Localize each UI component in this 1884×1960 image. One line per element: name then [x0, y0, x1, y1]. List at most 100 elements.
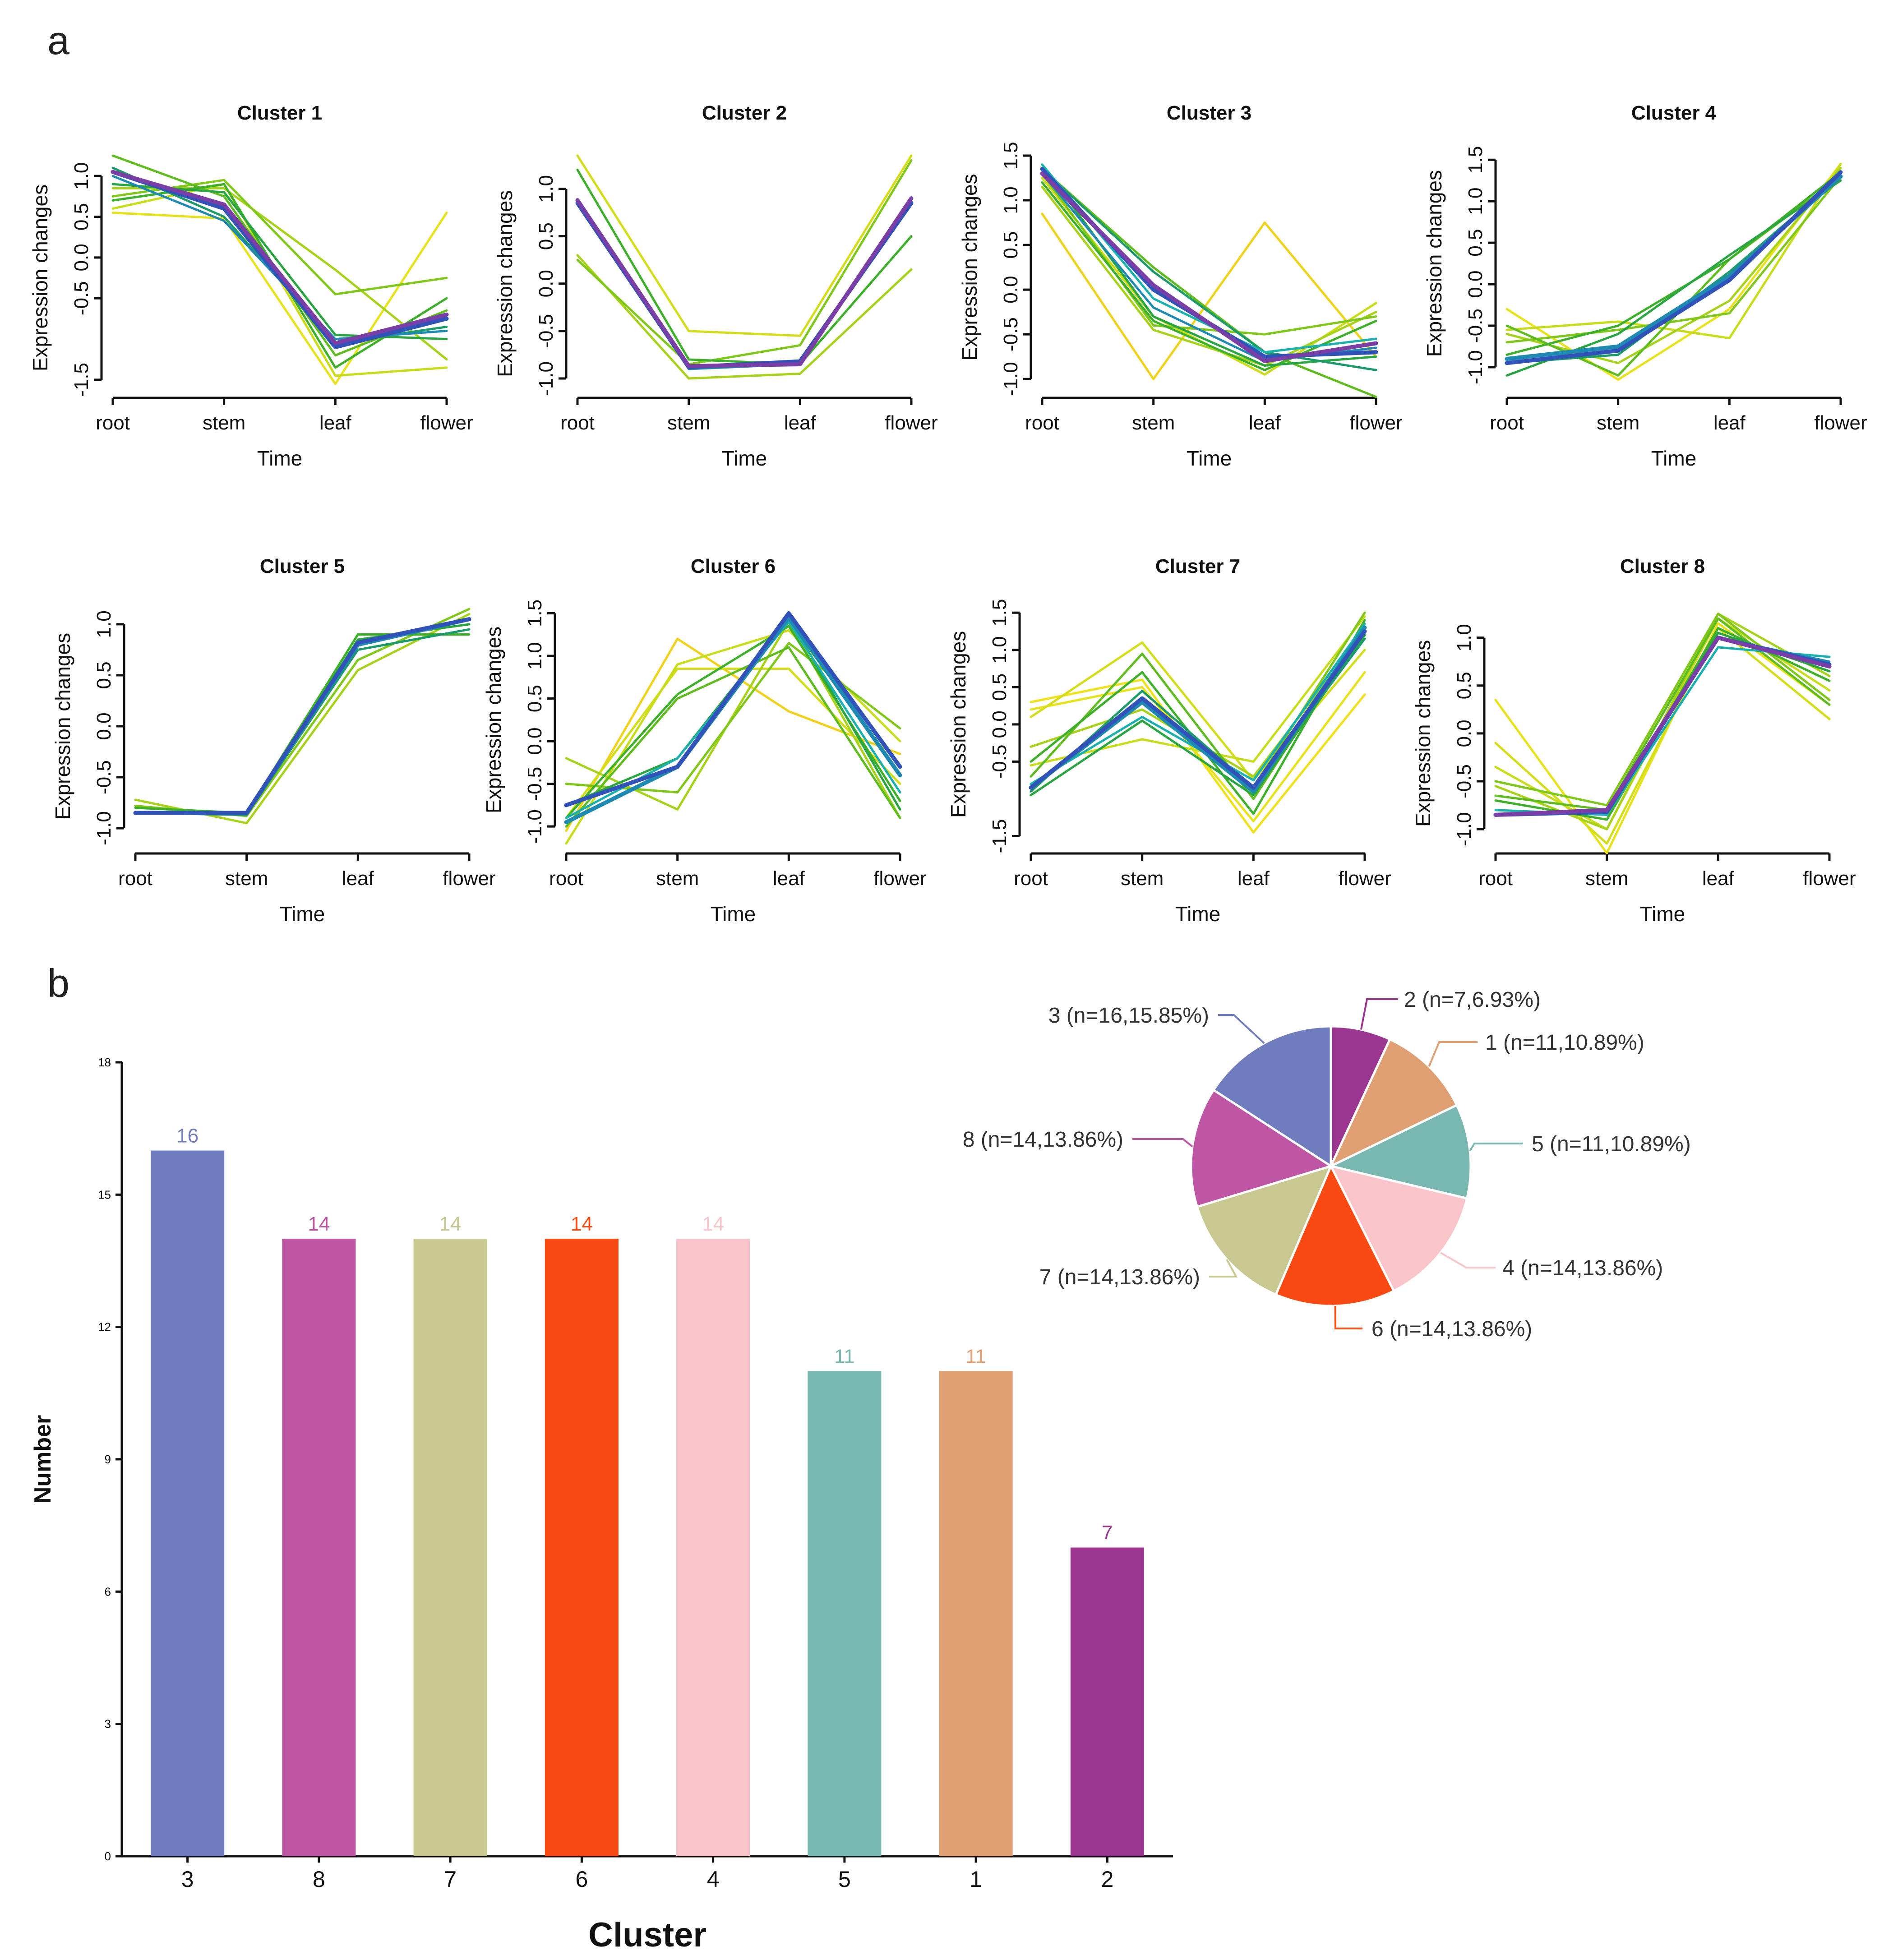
- series-line: [133, 617, 471, 815]
- y-tick-label: 1.0: [93, 610, 115, 638]
- y-axis-label: Expression changes: [493, 190, 517, 377]
- series-line: [1505, 179, 1842, 377]
- bar-value-label: 14: [702, 1213, 724, 1235]
- x-tick-label: leaf: [1713, 412, 1746, 434]
- pie-leader-line: [1209, 1259, 1238, 1277]
- bar-x-tick-label: 5: [838, 1867, 851, 1892]
- pie-leader-line: [1360, 998, 1398, 1030]
- y-tick-label: -0.5: [1464, 309, 1487, 343]
- x-tick-label: stem: [203, 412, 245, 434]
- bar-cluster-1: [939, 1371, 1013, 1856]
- x-tick-label: root: [1478, 867, 1513, 890]
- bar-value-label: 14: [439, 1213, 462, 1235]
- x-tick-label: stem: [1597, 412, 1639, 434]
- series-line: [1493, 636, 1832, 817]
- series-line: [1505, 167, 1842, 364]
- bar-x-tick-label: 1: [970, 1867, 982, 1892]
- series-line: [565, 667, 901, 819]
- series-line: [1041, 185, 1377, 367]
- x-tick-label: root: [1490, 412, 1524, 434]
- x-tick-label: stem: [1132, 412, 1175, 434]
- series-line: [576, 169, 913, 365]
- bar-cluster-3: [151, 1150, 225, 1856]
- bar-y-tick-label: 6: [105, 1585, 111, 1598]
- bar-value-label: 11: [965, 1345, 986, 1367]
- bar-cluster-4: [676, 1239, 750, 1856]
- pie-slice-label: 3 (n=16,15.85%): [1048, 1004, 1209, 1028]
- x-tick-label: leaf: [342, 867, 374, 890]
- cluster-title: Cluster 1: [237, 102, 322, 124]
- pie-slice-label: 5 (n=11,10.89%): [1532, 1132, 1691, 1156]
- x-axis-label: Time: [1175, 902, 1221, 926]
- bar-value-label: 7: [1102, 1522, 1113, 1544]
- series-line: [576, 159, 913, 365]
- y-tick-label: -0.5: [524, 767, 546, 801]
- y-tick-label: 0.0: [1464, 271, 1487, 298]
- bar-cluster-6: [545, 1239, 619, 1856]
- y-tick-label: 1.0: [1464, 188, 1487, 215]
- bar-x-tick-label: 8: [313, 1867, 325, 1892]
- pie-slice-label: 4 (n=14,13.86%): [1502, 1256, 1663, 1280]
- bar-y-tick-label: 3: [105, 1717, 111, 1731]
- y-tick-label: 1.0: [70, 162, 92, 190]
- pie-leader-line: [1440, 1252, 1496, 1268]
- pie-slice-label: 6 (n=14,13.86%): [1371, 1317, 1532, 1341]
- y-axis-label: Expression changes: [482, 627, 505, 813]
- y-tick-label: -1.5: [70, 363, 92, 397]
- y-tick-label: 1.5: [988, 599, 1011, 627]
- x-tick-label: root: [118, 867, 152, 890]
- y-axis-label: Expression changes: [28, 184, 52, 371]
- y-tick-label: 0.5: [535, 222, 557, 250]
- x-tick-label: flower: [1814, 412, 1867, 434]
- pie-slice-label: 1 (n=11,10.89%): [1485, 1031, 1644, 1055]
- x-tick-label: leaf: [773, 867, 805, 890]
- panel-a-letter: a: [47, 18, 69, 63]
- cluster-title: Cluster 3: [1167, 102, 1251, 124]
- y-tick-label: 0.0: [70, 244, 92, 271]
- pie-leader-line: [1132, 1138, 1193, 1148]
- y-tick-label: -0.5: [1000, 317, 1022, 351]
- bar-value-label: 11: [834, 1345, 855, 1367]
- panel-b-bar-chart: 036912151816314814714614411511172Cluster…: [30, 1056, 1173, 1954]
- x-tick-label: stem: [1121, 867, 1164, 890]
- y-tick-label: 0.0: [93, 712, 115, 740]
- x-tick-label: flower: [1803, 867, 1856, 890]
- panel-b-pie-chart: 2 (n=7,6.93%) 1 (n=11,10.89%) 5 (n=11,10.8…: [963, 988, 1691, 1341]
- x-axis-label: Time: [257, 447, 303, 470]
- y-tick-label: 1.0: [524, 642, 546, 669]
- pie-slice-cluster-8: [1190, 1088, 1334, 1208]
- y-tick-label: 0.5: [70, 203, 92, 231]
- cluster-title: Cluster 7: [1155, 555, 1240, 577]
- series-line: [1505, 162, 1842, 340]
- series-line: [1041, 168, 1377, 398]
- x-tick-label: stem: [225, 867, 268, 890]
- pie-slice-label: 8 (n=14,13.86%): [963, 1128, 1123, 1152]
- series-line: [1505, 171, 1842, 356]
- bar-x-tick-label: 7: [444, 1867, 457, 1892]
- y-tick-label: -1.0: [1000, 362, 1022, 396]
- x-axis-label: Time: [722, 447, 767, 470]
- bar-y-tick-label: 18: [98, 1056, 111, 1069]
- line-chart-cluster-8: Cluster 8 -1.0 -0.5 0.0 0.5 1.0 Expression cha…: [1411, 555, 1856, 926]
- x-tick-label: flower: [1349, 412, 1402, 434]
- x-tick-label: flower: [885, 412, 937, 434]
- y-tick-label: -0.5: [1453, 764, 1475, 798]
- x-axis-label: Time: [280, 902, 325, 926]
- cluster-title: Cluster 4: [1631, 102, 1717, 124]
- y-tick-label: 1.0: [1000, 186, 1022, 214]
- x-tick-label: root: [560, 412, 595, 434]
- bar-x-tick-label: 2: [1101, 1867, 1113, 1892]
- x-tick-label: leaf: [1702, 867, 1735, 890]
- y-tick-label: -0.5: [988, 744, 1011, 779]
- line-chart-cluster-6: Cluster 6 -1.0 -0.5 0.0 0.5 1.0 1.5 Expression …: [482, 555, 927, 926]
- pie-leader-line: [1428, 1041, 1478, 1067]
- x-tick-label: root: [1025, 412, 1059, 434]
- y-tick-label: 0.5: [524, 685, 546, 712]
- y-tick-label: 1.5: [1464, 146, 1487, 174]
- cluster-title: Cluster 5: [260, 555, 345, 577]
- series-line: [1494, 617, 1831, 812]
- y-axis-label: Expression changes: [958, 174, 981, 360]
- x-tick-label: leaf: [1249, 412, 1281, 434]
- x-axis-label: Time: [711, 902, 756, 926]
